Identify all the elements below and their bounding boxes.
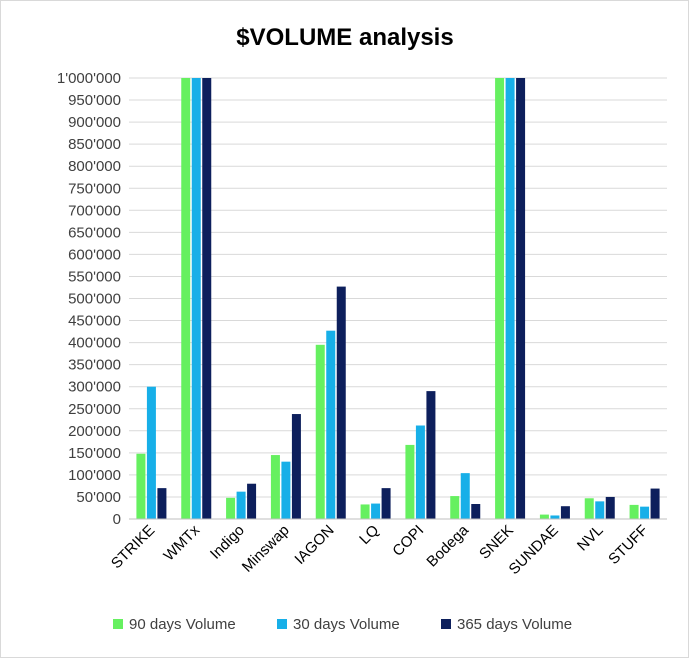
bar-sundae-series-2	[560, 506, 570, 519]
x-tick-label: IAGON	[291, 522, 337, 568]
y-tick-label: 350'000	[68, 357, 121, 374]
y-tick-label: 850'000	[68, 136, 121, 153]
y-tick-label: 300'000	[68, 379, 121, 396]
bar-sundae-series-1	[550, 515, 560, 519]
y-tick-label: 100'000	[68, 467, 121, 484]
x-tick-label: STRIKE	[108, 522, 158, 572]
y-tick-label: 950'000	[68, 92, 121, 109]
bar-sundae-series-0	[539, 514, 549, 519]
bar-minswap-series-1	[281, 461, 291, 519]
y-tick-label: 550'000	[68, 268, 121, 285]
bar-wmtx-series-0	[181, 78, 191, 519]
y-tick-label: 500'000	[68, 291, 121, 308]
x-tick-label: Bodega	[423, 521, 472, 570]
x-tick-label: Indigo	[207, 522, 248, 563]
bar-bodega-series-0	[450, 496, 460, 519]
y-tick-label: 450'000	[68, 313, 121, 330]
legend-swatch	[113, 619, 123, 629]
bar-lq-series-0	[360, 504, 370, 519]
chart-title: $VOLUME analysis	[236, 24, 453, 51]
bar-nvl-series-2	[605, 496, 615, 519]
x-tick-label: SNEK	[476, 522, 517, 563]
legend-label: 365 days Volume	[457, 616, 572, 633]
bar-strike-series-1	[146, 386, 156, 519]
y-tick-label: 150'000	[68, 445, 121, 462]
y-tick-label: 400'000	[68, 335, 121, 352]
bar-strike-series-0	[136, 453, 146, 519]
bar-iagon-series-1	[326, 330, 336, 519]
gridlines	[129, 77, 667, 498]
y-tick-label: 200'000	[68, 423, 121, 440]
y-tick-label: 900'000	[68, 114, 121, 131]
bar-minswap-series-2	[291, 414, 301, 519]
y-tick-label: 0	[113, 511, 121, 528]
legend-swatch	[441, 619, 451, 629]
legend-swatch	[277, 619, 287, 629]
bar-stuff-series-2	[650, 488, 660, 519]
y-tick-label: 250'000	[68, 401, 121, 418]
bar-indigo-series-1	[236, 491, 246, 519]
x-tick-label: Minswap	[239, 522, 293, 576]
bar-lq-series-2	[381, 488, 391, 519]
bar-copi-series-0	[405, 444, 415, 519]
bar-wmtx-series-1	[191, 78, 201, 519]
bars	[136, 78, 660, 519]
bar-minswap-series-0	[270, 455, 280, 519]
bar-iagon-series-2	[336, 286, 346, 519]
x-tick-label: COPI	[389, 522, 427, 560]
y-tick-label: 50'000	[76, 489, 121, 506]
x-tick-label: STUFF	[605, 522, 651, 568]
bar-wmtx-series-2	[202, 78, 212, 519]
bar-nvl-series-0	[584, 498, 594, 519]
bar-stuff-series-0	[629, 504, 639, 519]
bar-indigo-series-2	[247, 483, 257, 519]
legend-label: 90 days Volume	[129, 616, 236, 633]
bar-indigo-series-0	[226, 497, 236, 519]
y-axis-tick-labels: 0 50'000 100'000 150'000 200'000 250'000 300'0…	[57, 70, 121, 528]
bar-snek-series-0	[495, 78, 505, 519]
y-tick-label: 600'000	[68, 246, 121, 263]
bar-stuff-series-1	[640, 506, 650, 519]
bar-strike-series-2	[157, 488, 167, 519]
bar-snek-series-1	[505, 78, 515, 519]
bar-snek-series-2	[516, 78, 526, 519]
bar-nvl-series-1	[595, 501, 605, 519]
legend: 90 days Volume 30 days Volume 365 days Vol…	[113, 616, 572, 633]
legend-label: 30 days Volume	[293, 616, 400, 633]
bar-copi-series-2	[426, 391, 436, 519]
bar-iagon-series-0	[315, 344, 325, 519]
bar-bodega-series-1	[460, 473, 470, 519]
y-tick-label: 700'000	[68, 202, 121, 219]
bar-lq-series-1	[371, 503, 381, 519]
x-tick-label: NVL	[574, 522, 607, 555]
x-tick-label: SUNDAE	[506, 522, 562, 578]
bar-copi-series-1	[415, 425, 425, 519]
y-tick-label: 800'000	[68, 158, 121, 175]
y-tick-label: 1'000'000	[57, 70, 121, 87]
x-tick-label: LQ	[356, 522, 382, 548]
x-tick-label: WMTx	[160, 521, 203, 564]
y-tick-label: 650'000	[68, 224, 121, 241]
y-tick-label: 750'000	[68, 180, 121, 197]
bar-bodega-series-2	[471, 504, 481, 519]
